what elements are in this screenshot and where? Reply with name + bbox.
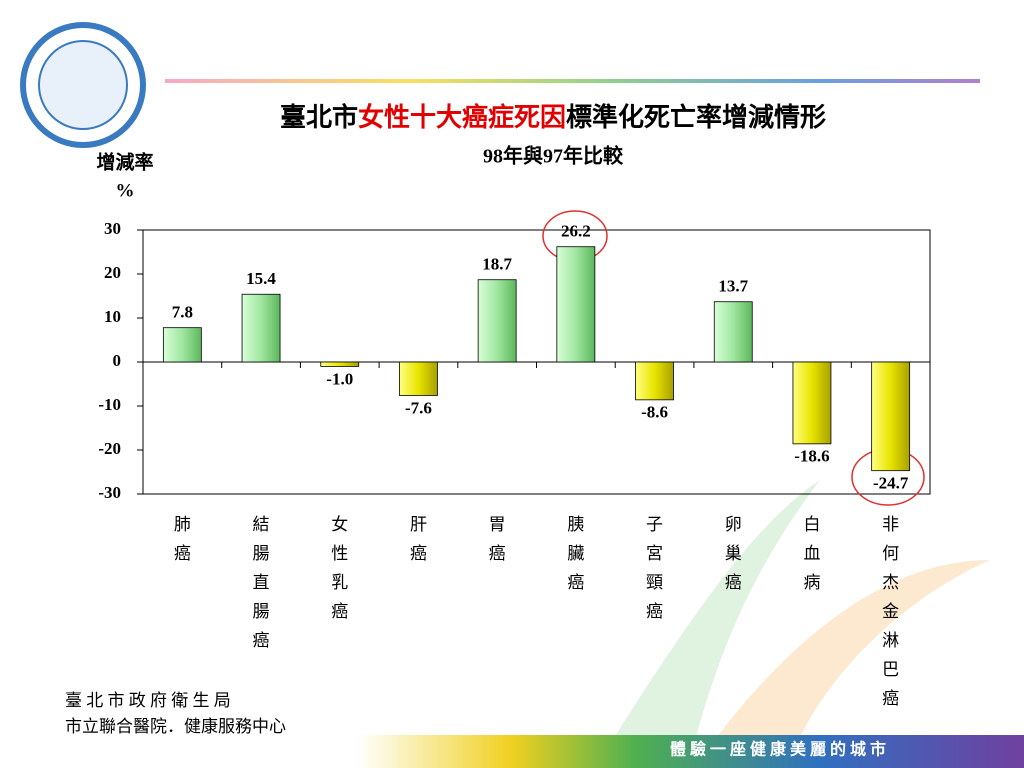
bar xyxy=(162,327,202,363)
x-tick-label: 白血病 xyxy=(803,515,820,593)
bar xyxy=(713,301,753,363)
bar xyxy=(792,361,832,445)
bar xyxy=(635,361,674,401)
plot: -30 -20 -10 0 10 20 30 肺癌 7.8 結腸直腸癌 15.4 女性乳癌 -1.0 肝癌… xyxy=(98,219,930,709)
bar xyxy=(556,246,596,363)
y-tick-label: 20 xyxy=(104,263,121,282)
bar xyxy=(320,361,360,367)
x-tick-label: 卵巢癌 xyxy=(725,515,742,593)
y-axis-unit: % xyxy=(116,180,135,201)
header-rule xyxy=(165,79,980,83)
decor-swoosh xyxy=(700,560,990,760)
y-tick-label: 10 xyxy=(104,307,121,326)
decor-swoosh xyxy=(600,480,820,760)
x-tick-label: 肝癌 xyxy=(410,515,427,564)
y-tick-label: -30 xyxy=(98,483,121,502)
data-label: 7.8 xyxy=(172,303,193,322)
data-label: 26.2 xyxy=(561,222,591,241)
x-tick-label: 非何杰金淋巴癌 xyxy=(882,515,899,709)
data-label: -7.6 xyxy=(405,398,432,417)
title-part: 臺北市 xyxy=(280,102,358,132)
x-tick-label: 胰臟癌 xyxy=(567,515,584,593)
logo-inner xyxy=(38,40,128,130)
y-tick-label: 0 xyxy=(113,351,122,370)
footer-org: 市立聯合醫院．健康服務中心 xyxy=(65,717,286,736)
chart-subtitle: 98年與97年比較 xyxy=(483,144,624,168)
data-label: -24.7 xyxy=(873,474,909,493)
x-tick-label: 肺癌 xyxy=(174,515,191,564)
footer-org: 臺 北 市 政 府 衛 生 局 xyxy=(65,691,231,710)
data-label: 18.7 xyxy=(482,255,512,274)
bar xyxy=(241,293,281,363)
bar xyxy=(477,279,517,363)
data-label: -8.6 xyxy=(641,403,668,422)
footer-slogan: 體 驗 一 座 健 康 美 麗 的 城 市 xyxy=(670,740,886,759)
chart-title: 臺北市女性十大癌症死因標準化死亡率增減情形 xyxy=(280,102,826,132)
y-tick-label: -10 xyxy=(98,395,121,414)
y-axis-label: 增減率 xyxy=(96,150,153,173)
data-label: 15.4 xyxy=(246,269,276,288)
x-tick-label: 子宮頸癌 xyxy=(646,515,663,622)
bar xyxy=(871,361,911,472)
y-tick-label: 30 xyxy=(104,219,121,238)
x-tick-label: 女性乳癌 xyxy=(331,515,348,622)
data-label: 13.7 xyxy=(718,277,748,296)
data-label: -18.6 xyxy=(794,447,829,466)
title-highlight: 女性十大癌症死因 xyxy=(358,102,566,132)
footer-bar xyxy=(0,735,1024,768)
title-part: 標準化死亡率增減情形 xyxy=(566,102,826,132)
x-tick-label: 胃癌 xyxy=(489,515,506,564)
bar xyxy=(399,361,438,396)
y-tick-label: -20 xyxy=(98,439,121,458)
x-tick-label: 結腸直腸癌 xyxy=(253,515,270,651)
data-label: -1.0 xyxy=(326,369,353,388)
